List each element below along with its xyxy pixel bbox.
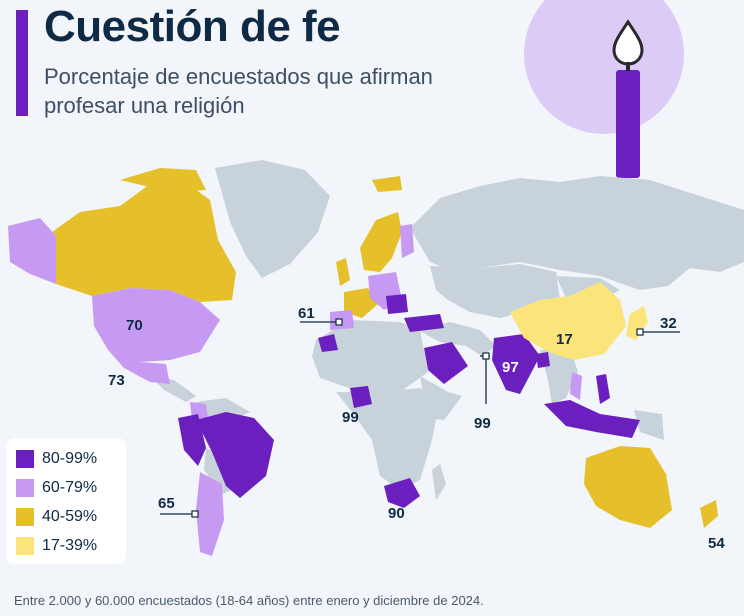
range-80-99: [178, 294, 640, 508]
brazil: [196, 412, 274, 498]
central-africa: [336, 388, 440, 490]
japan: [626, 306, 648, 340]
usa: [92, 288, 220, 362]
legend: 80-99% 60-79% 40-59% 17-39%: [6, 438, 126, 564]
middle-east: [418, 322, 496, 356]
legend-item: 60-79%: [16, 477, 97, 499]
label-new-zealand: 54: [708, 535, 725, 552]
north-africa: [312, 320, 428, 392]
nigeria: [350, 386, 372, 408]
scandinavia: [360, 212, 402, 272]
label-usa: 70: [126, 317, 143, 334]
arctic-islands: [120, 168, 206, 192]
canada: [52, 178, 236, 302]
legend-label: 60-79%: [42, 479, 98, 496]
horn-of-africa: [420, 376, 462, 420]
page-title: Cuestión de fe: [44, 2, 341, 51]
label-mexico: 73: [108, 372, 125, 389]
range-40-59: [52, 168, 718, 528]
legend-item: 80-99%: [16, 448, 97, 470]
southeast-asia-mainland: [540, 348, 578, 404]
peru-colombia: [178, 414, 206, 466]
argentina: [196, 472, 224, 556]
saudi-arabia: [424, 342, 468, 384]
legend-item: 40-59%: [16, 506, 97, 528]
legend-label: 80-99%: [42, 450, 98, 467]
legend-item: 17-39%: [16, 535, 97, 557]
accent-bar: [16, 10, 28, 116]
poland: [386, 294, 408, 314]
label-nigeria: 99: [342, 409, 359, 426]
turkey: [404, 314, 444, 332]
legend-swatch: [16, 479, 34, 497]
legend-label: 40-59%: [42, 508, 98, 525]
finland: [400, 224, 414, 258]
label-south-africa: 90: [388, 505, 405, 522]
philippines: [596, 374, 610, 404]
range-17-39: [510, 282, 648, 360]
candle-icon: [612, 19, 644, 178]
callout-markers: [191, 318, 644, 518]
legend-swatch: [16, 537, 34, 555]
china: [510, 282, 626, 360]
indonesia: [544, 400, 640, 438]
label-argentina: 65: [158, 495, 175, 512]
label-spain: 61: [298, 305, 315, 322]
callout-lines: [160, 321, 680, 515]
footnote: Entre 2.000 y 60.000 encuestados (18-64 …: [14, 593, 484, 608]
alaska: [8, 218, 56, 284]
bangladesh: [536, 352, 550, 368]
legend-label: 17-39%: [42, 537, 98, 554]
papua: [634, 410, 664, 440]
label-japan: 32: [660, 315, 677, 332]
label-india: 97: [502, 359, 519, 376]
uk: [336, 258, 350, 286]
india: [492, 334, 540, 394]
page-subtitle: Porcentaje de encuestados que afirman pr…: [44, 64, 433, 118]
france: [344, 288, 378, 318]
candle-circle: [524, 0, 684, 134]
new-zealand: [700, 500, 718, 528]
svalbard: [372, 176, 402, 192]
legend-swatch: [16, 450, 34, 468]
russia: [410, 176, 744, 290]
iceland: [292, 208, 312, 220]
mexico: [108, 350, 170, 384]
legend-swatch: [16, 508, 34, 526]
thailand: [570, 372, 582, 400]
label-singapore: 99: [474, 415, 491, 432]
south-africa: [384, 478, 420, 508]
australia: [584, 446, 672, 528]
north-islands: [460, 192, 494, 208]
greenland: [215, 160, 330, 278]
madagascar: [432, 464, 446, 500]
central-asia: [430, 264, 560, 318]
morocco: [318, 334, 338, 352]
label-china: 17: [556, 331, 573, 348]
